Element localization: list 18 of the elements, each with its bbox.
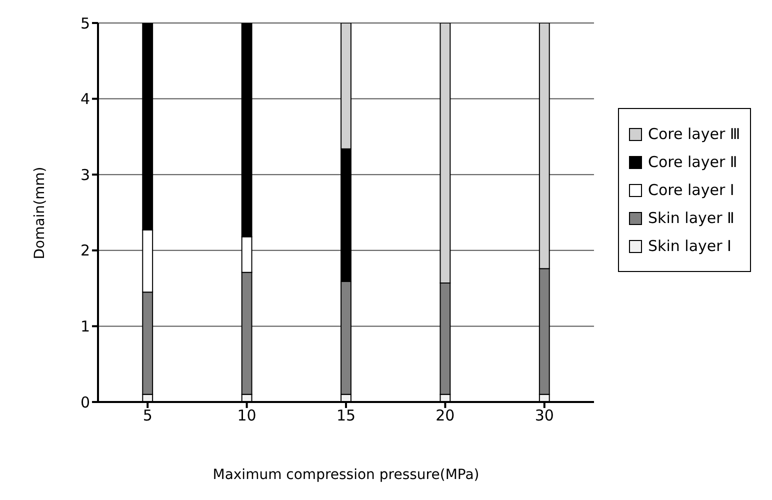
legend-label: Core layer Ⅱ — [648, 153, 738, 171]
y-tick-label: 4 — [80, 90, 90, 108]
y-tick-label: 0 — [80, 393, 90, 412]
y-tick-label: 1 — [80, 318, 90, 336]
x-tick-label: 15 — [336, 406, 356, 425]
y-tick-label: 5 — [80, 14, 90, 32]
legend-label: Core layer Ⅰ — [648, 181, 734, 199]
x-tick-label: 5 — [142, 406, 152, 425]
y-axis-title: Domain(mm) — [32, 166, 48, 259]
x-tick-label: 10 — [237, 406, 256, 425]
x-tick-label: 30 — [534, 406, 554, 425]
y-tick-label: 3 — [80, 166, 90, 184]
legend-label: Skin layer Ⅱ — [648, 209, 734, 227]
legend-label: Core layer Ⅲ — [648, 125, 740, 143]
x-axis-title: Maximum compression pressure(MPa) — [212, 467, 480, 483]
x-tick-label: 20 — [436, 406, 455, 425]
legend-label: Skin layer Ⅰ — [648, 237, 732, 255]
y-tick-label: 2 — [80, 242, 90, 260]
